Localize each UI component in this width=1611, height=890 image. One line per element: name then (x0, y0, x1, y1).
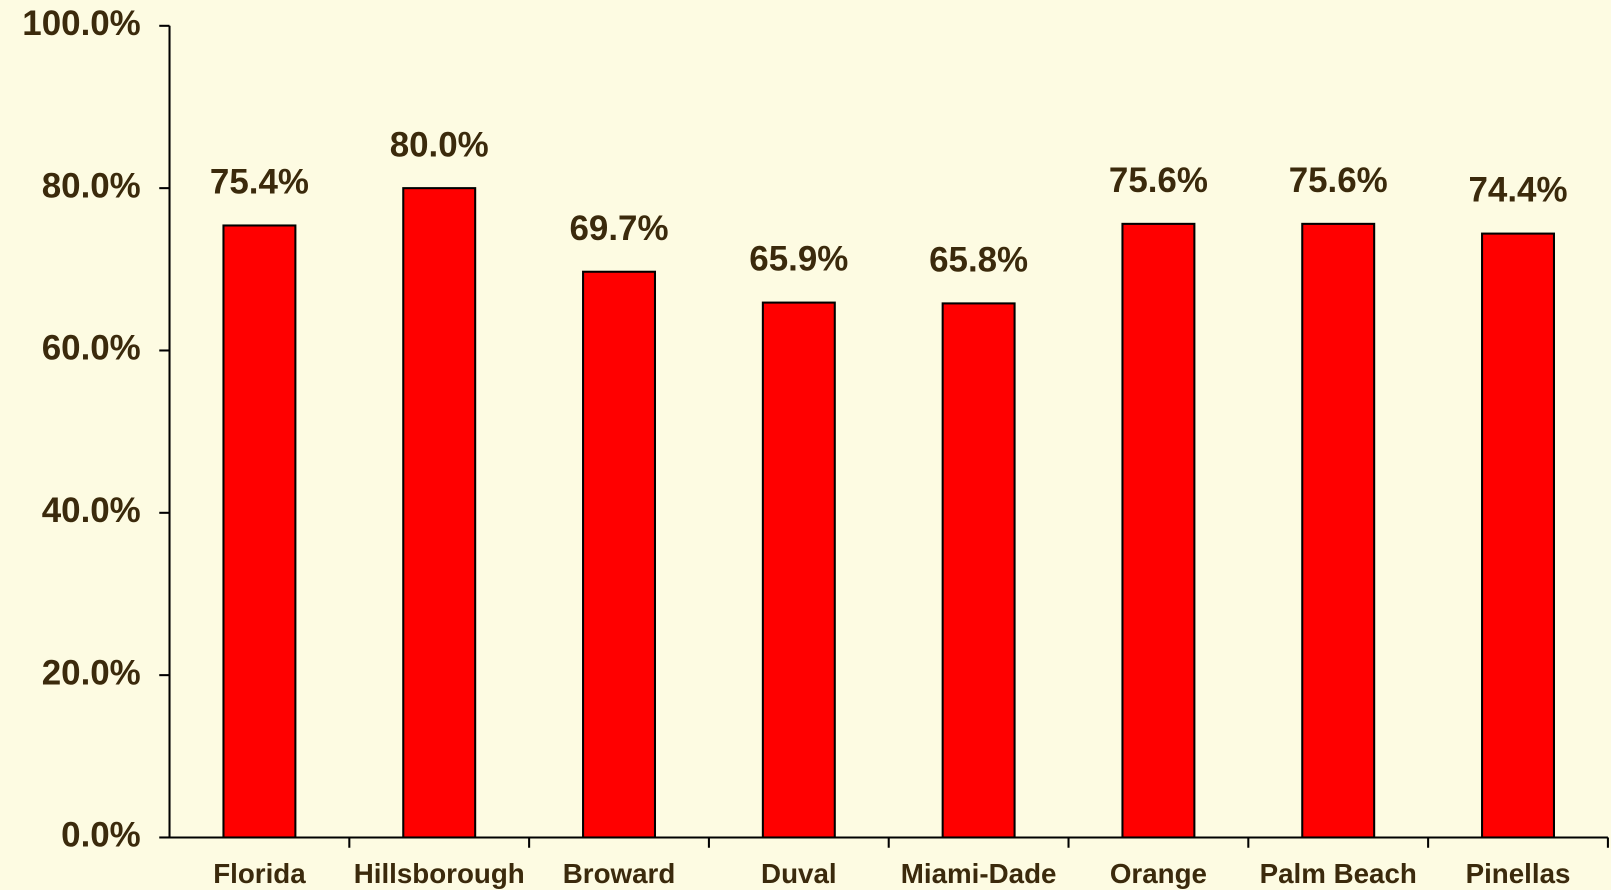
bar (1301, 222, 1376, 839)
value-label: 75.4% (210, 163, 309, 202)
y-tick-label: 100.0% (22, 4, 140, 43)
bar (582, 270, 657, 839)
value-label: 75.6% (1109, 161, 1208, 200)
y-tick-label: 20.0% (42, 653, 141, 692)
value-label: 65.8% (929, 241, 1028, 280)
x-tick-label: Miami-Dade (901, 858, 1057, 889)
x-tick-label: Florida (213, 858, 306, 889)
y-tick-label: 0.0% (61, 816, 141, 855)
x-tick-label: Duval (761, 858, 837, 889)
value-label: 74.4% (1469, 171, 1568, 210)
y-tick-label: 60.0% (42, 329, 141, 368)
x-tick-label: Pinellas (1466, 858, 1571, 889)
value-label: 75.6% (1289, 161, 1388, 200)
value-label: 69.7% (570, 209, 669, 248)
bar (761, 301, 836, 839)
x-tick-label: Palm Beach (1260, 858, 1417, 889)
bar (941, 302, 1016, 839)
bar (1481, 232, 1556, 839)
value-label: 65.9% (749, 240, 848, 279)
bar (222, 224, 297, 839)
x-tick-label: Hillsborough (354, 858, 525, 889)
x-tick-label: Broward (563, 858, 676, 889)
bar (1121, 222, 1196, 839)
y-tick-label: 80.0% (42, 166, 141, 205)
value-label: 80.0% (390, 125, 489, 164)
bar (402, 187, 477, 839)
y-tick-label: 40.0% (42, 491, 141, 530)
x-tick-label: Orange (1110, 858, 1207, 889)
